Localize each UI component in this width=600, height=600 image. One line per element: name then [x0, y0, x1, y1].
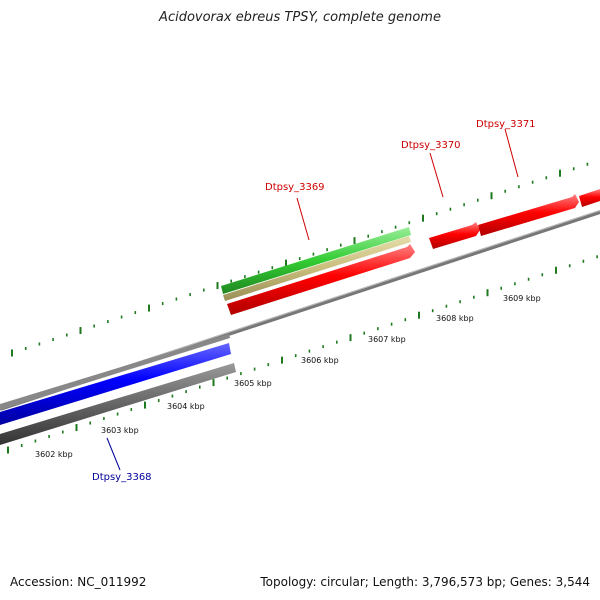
gene-label-text: Dtpsy_3371 — [476, 119, 536, 130]
tick-label: 3604 kbp — [167, 402, 205, 411]
gene-dtpsy-3368-arrow[interactable] — [0, 343, 231, 425]
gene-label-text: Dtpsy_3369 — [265, 182, 325, 193]
tick-label: 3607 kbp — [368, 335, 406, 344]
map-title: Acidovorax ebreus TPSY, complete genome — [159, 10, 441, 25]
tick-labels: 3602 kbp 3603 kbp 3604 kbp 3605 kbp 3606 kbp… — [35, 294, 541, 459]
tick-label: 3603 kbp — [101, 426, 139, 435]
accession-text: Accession: NC_011992 — [10, 575, 147, 589]
tick-label: 3602 kbp — [35, 450, 73, 459]
gene-label-text: Dtpsy_3368 — [92, 472, 152, 483]
genome-summary: Topology: circular; Length: 3,796,573 bp… — [260, 575, 590, 589]
gene-label-dtpsy-3369[interactable]: Dtpsy_3369 — [265, 182, 325, 241]
gene-label-text: Dtpsy_3370 — [401, 140, 461, 151]
feature-gray — [0, 363, 236, 445]
gene-next-forward-arrow[interactable] — [579, 189, 600, 207]
gene-dtpsy-3371-arrow[interactable] — [478, 194, 579, 236]
gene-dtpsy-3369-arrow[interactable] — [227, 244, 415, 315]
tick-label: 3606 kbp — [301, 356, 339, 365]
tick-label: 3608 kbp — [436, 314, 474, 323]
feature-green — [221, 227, 411, 294]
inner-backbone — [0, 334, 230, 410]
gene-dtpsy-3370-arrow[interactable] — [429, 222, 480, 249]
tick-label: 3605 kbp — [234, 379, 272, 388]
tick-label: 3609 kbp — [503, 294, 541, 303]
gene-label-dtpsy-3368[interactable]: Dtpsy_3368 — [92, 437, 152, 483]
feature-tan — [223, 236, 411, 301]
inner-tick-ring — [7, 255, 598, 454]
outer-tick-ring — [11, 162, 589, 357]
gene-label-dtpsy-3371[interactable]: Dtpsy_3371 — [476, 119, 536, 178]
gene-label-dtpsy-3370[interactable]: Dtpsy_3370 — [401, 140, 461, 198]
